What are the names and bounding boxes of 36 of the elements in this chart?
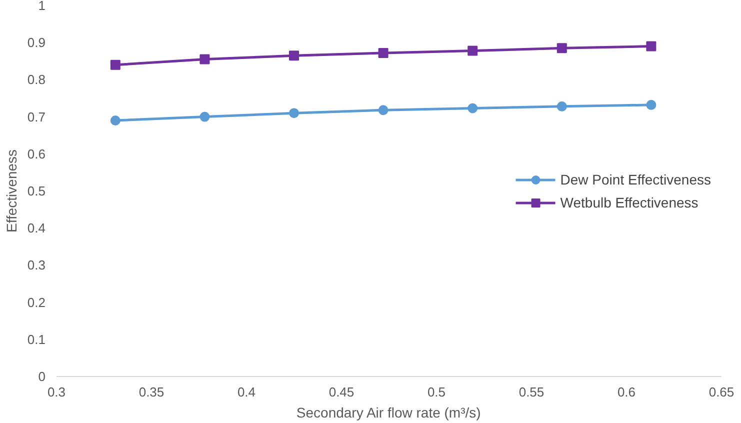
y-tick-label: 0.5 — [27, 184, 46, 198]
point — [468, 46, 478, 56]
x-tick-label: 0.4 — [237, 384, 256, 400]
y-tick-label: 0.8 — [27, 72, 46, 88]
point — [646, 41, 656, 52]
point — [110, 60, 120, 70]
x-tick-label: 0.5 — [427, 384, 446, 400]
y-tick-label: 0.4 — [27, 220, 46, 236]
point — [110, 116, 120, 126]
y-tick-label: 0 — [38, 369, 46, 384]
y-tick-label: 0.3 — [27, 258, 46, 273]
point — [289, 50, 299, 61]
point — [378, 48, 388, 58]
point — [200, 112, 210, 122]
x-tick-label: 0.6 — [617, 384, 636, 400]
y-tick-label: 1 — [38, 0, 46, 13]
x-tick-label: 0.55 — [518, 384, 544, 400]
y-tick-label: 0.9 — [27, 35, 46, 50]
legend-label: Wetbulb Effectiveness — [560, 194, 698, 210]
point — [646, 100, 656, 110]
x-tick-label: 0.45 — [328, 384, 354, 400]
x-tick-label: 0.65 — [708, 384, 734, 400]
point — [289, 108, 299, 118]
y-tick-label: 0.1 — [27, 332, 46, 347]
point — [468, 103, 478, 114]
y-axis-title: Effectiveness — [3, 149, 20, 233]
point — [556, 101, 567, 112]
legend-label: Dew Point Effectiveness — [560, 171, 711, 187]
y-tick-label: 0.2 — [27, 294, 46, 310]
point — [200, 54, 210, 64]
x-tick-label: 0.35 — [138, 384, 164, 400]
y-tick-label: 0.6 — [27, 146, 46, 162]
y-tick-label: 0.7 — [27, 109, 46, 124]
x-axis-title: Secondary Air flow rate (m³/s) — [296, 404, 481, 420]
point — [378, 105, 388, 116]
point — [556, 43, 567, 54]
